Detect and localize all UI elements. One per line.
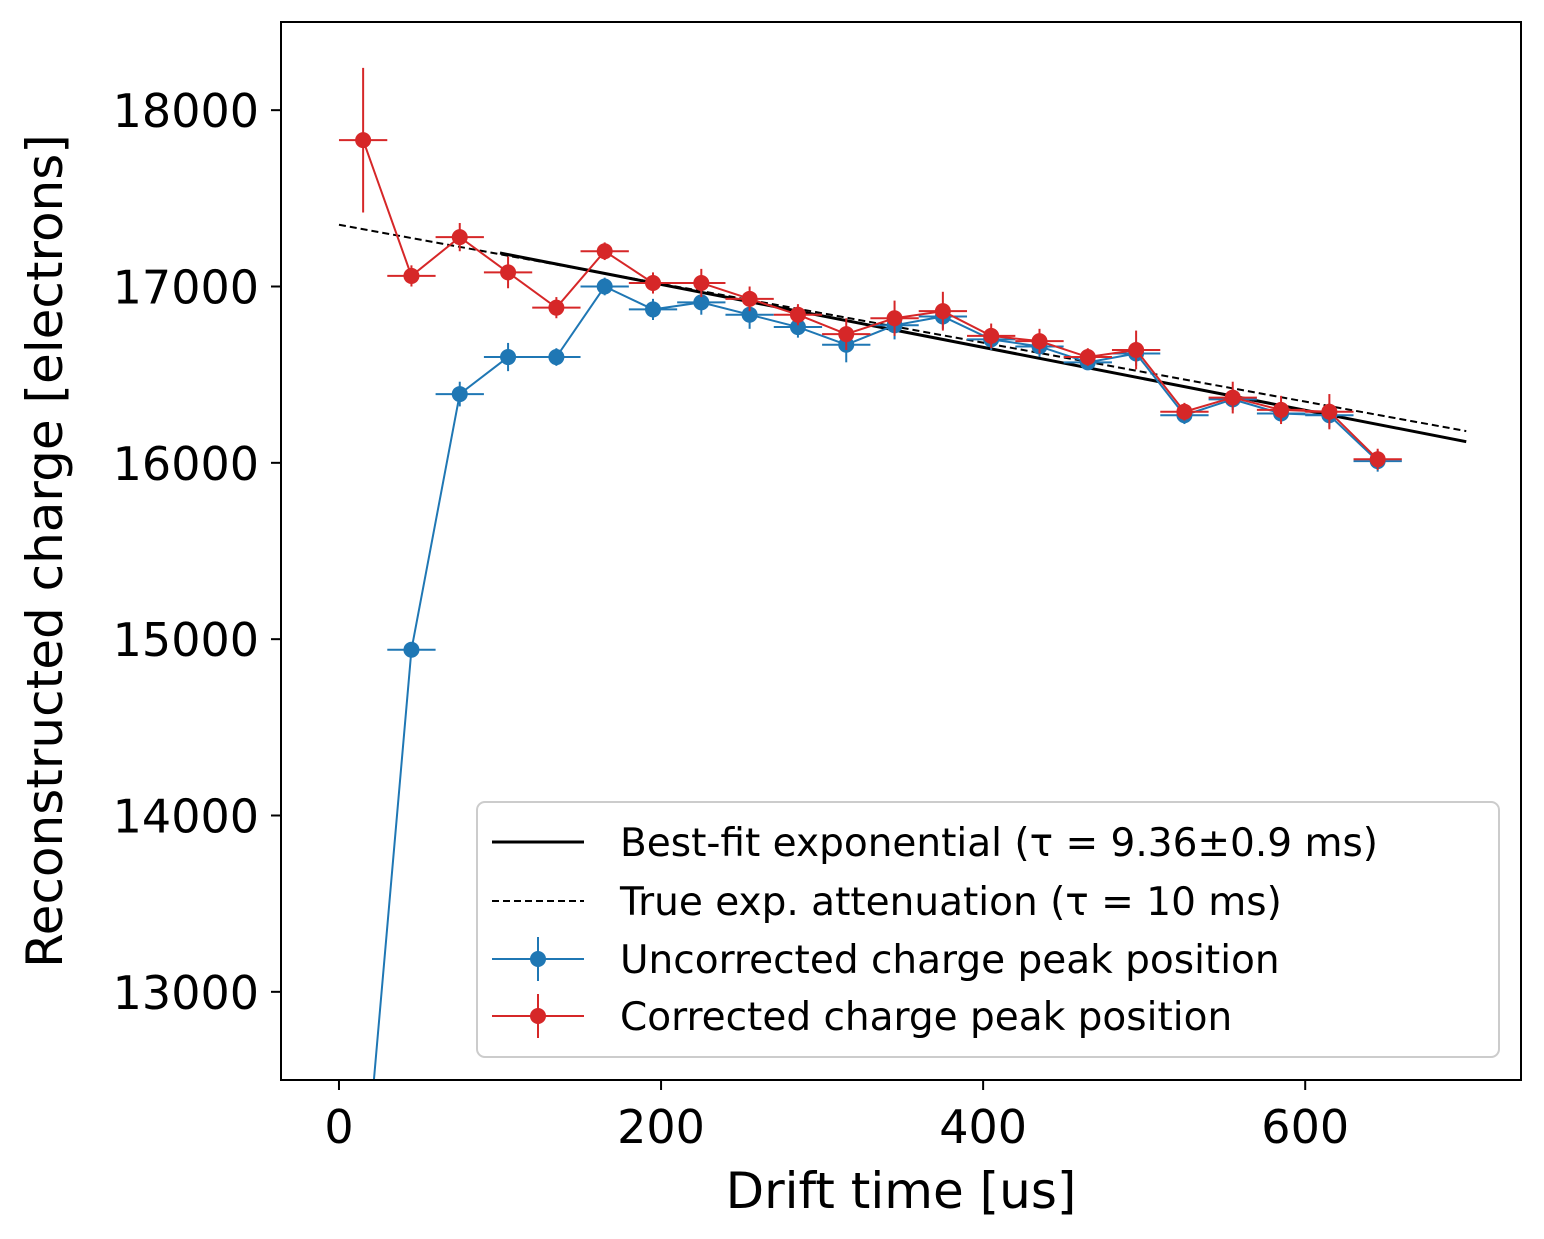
- corrected-point: [451, 229, 468, 246]
- x-tick-label: 600: [1261, 1100, 1349, 1154]
- x-axis-title: Drift time [us]: [726, 1162, 1077, 1220]
- y-tick-label: 18000: [113, 84, 259, 138]
- corrected-point: [934, 303, 951, 320]
- corrected-point: [1079, 349, 1096, 366]
- uncorrected-point: [789, 319, 806, 336]
- corrected-point: [1031, 333, 1048, 350]
- corrected-point: [548, 299, 565, 316]
- legend-label: Uncorrected charge peak position: [620, 938, 1280, 983]
- y-axis-title: Reconstructed charge [electrons]: [16, 134, 74, 968]
- plot-layer: [338, 67, 1467, 1211]
- y-tick-label: 14000: [113, 790, 259, 844]
- x-tick-label: 200: [617, 1100, 705, 1154]
- corrected-point: [693, 274, 710, 291]
- legend-label: Best-fit exponential (τ = 9.36±0.9 ms): [620, 821, 1378, 866]
- uncorrected-point: [548, 349, 565, 366]
- corrected-point: [500, 264, 517, 281]
- corrected-point: [1224, 389, 1241, 406]
- corrected-point: [1321, 403, 1338, 420]
- corrected-point: [596, 243, 613, 260]
- corrected-point: [355, 132, 372, 149]
- corrected-point: [983, 327, 1000, 344]
- legend-swatch-marker: [530, 951, 546, 967]
- true-attenuation-line: [338, 223, 1467, 433]
- y-tick-label: 13000: [113, 966, 259, 1020]
- corrected-point: [1273, 401, 1290, 418]
- legend-label: Corrected charge peak position: [620, 995, 1232, 1040]
- corrected-point: [1369, 451, 1386, 468]
- legend: Best-fit exponential (τ = 9.36±0.9 ms) Tr…: [476, 801, 1500, 1058]
- x-tick-label: 0: [324, 1100, 353, 1154]
- uncorrected-point: [355, 1195, 371, 1211]
- y-tick-label: 17000: [113, 261, 259, 315]
- axes-layer: 0 200 400 600 13000 14000 15000 16000 17000 18000: [113, 84, 1349, 1154]
- corrected-point: [741, 290, 758, 307]
- uncorrected-point: [451, 386, 468, 403]
- corrected-point: [789, 306, 806, 323]
- corrected-point: [1128, 341, 1145, 358]
- legend-box: [476, 801, 1500, 1058]
- corrected-point: [645, 274, 661, 291]
- legend-label: True exp. attenuation (τ = 10 ms): [619, 880, 1282, 925]
- y-tick-label: 15000: [113, 613, 259, 667]
- corrected-point: [886, 310, 903, 327]
- uncorrected-point: [500, 349, 517, 366]
- uncorrected-point: [693, 294, 710, 311]
- legend-swatch-marker: [530, 1008, 546, 1024]
- x-tick-label: 400: [939, 1100, 1027, 1154]
- legend-uncorrected-swatch: [492, 937, 584, 981]
- uncorrected-point: [596, 278, 613, 295]
- uncorrected-point: [645, 301, 661, 318]
- y-tick-label: 16000: [113, 437, 259, 491]
- uncorrected-point: [741, 306, 758, 323]
- uncorrected-point: [403, 641, 420, 658]
- corrected-point: [838, 326, 855, 343]
- corrected-point: [1176, 403, 1193, 420]
- corrected-series: [338, 67, 1402, 470]
- corrected-series-line: [362, 139, 1379, 461]
- corrected-point: [403, 267, 420, 284]
- legend-corrected-swatch: [492, 994, 584, 1038]
- plot-frame: [280, 21, 1522, 1081]
